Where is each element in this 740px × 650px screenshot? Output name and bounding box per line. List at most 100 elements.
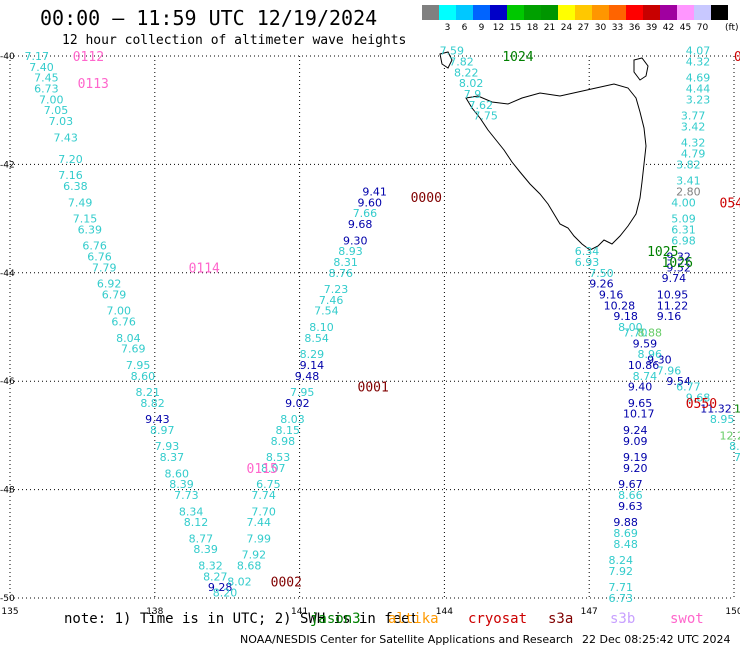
wave-height-value: 7.79	[92, 261, 117, 274]
scale-swatch	[660, 5, 677, 20]
pass-time-label: 0000	[411, 191, 442, 206]
wave-height-value: 4.32	[686, 55, 711, 68]
wave-height-value: 7.92	[242, 549, 267, 562]
scale-label: 9	[478, 23, 485, 33]
wave-height-value: 8.97	[150, 424, 175, 437]
wave-height-value: 7.62	[469, 99, 494, 112]
wave-height-value: 9.63	[618, 500, 643, 513]
wave-height-value: 10.28	[604, 299, 636, 312]
wave-height-value: 7.96	[657, 364, 682, 377]
lon-tick-label: 141	[291, 607, 308, 617]
wave-height-value: 8.95	[710, 413, 735, 426]
wave-height-value: 8.60	[729, 440, 740, 453]
footer-credit: NOAA/NESDIS Center for Satellite Applica…	[240, 633, 574, 646]
altimeter-track-values: 7.177.407.456.737.007.057.037.437.207.16…	[24, 45, 740, 605]
wave-height-value: 8.27	[203, 570, 228, 583]
mission-label-cryosat: cryosat	[468, 611, 528, 627]
wave-height-value: 5.09	[671, 213, 696, 226]
scale-swatch	[456, 5, 473, 20]
scale-label: 6	[461, 23, 468, 33]
page-title: 00:00 — 11:59 UTC 12/19/2024	[40, 6, 378, 30]
wave-height-value: 8.39	[193, 543, 218, 556]
wave-height-value: 12.29	[720, 429, 740, 442]
wave-height-value: 7.17	[24, 50, 49, 63]
wave-height-value: 8.39	[169, 478, 194, 491]
pass-time-label: 0113	[78, 77, 109, 92]
wave-height-value: 7.43	[53, 131, 78, 144]
wave-height-value: 11.32	[700, 402, 732, 415]
pass-time-label: 0002	[271, 576, 302, 591]
scale-label: 30	[594, 23, 607, 33]
wave-height-value: 9.09	[623, 435, 648, 448]
wave-height-value: 8.60	[131, 370, 156, 383]
wave-height-value: 6.93	[575, 256, 600, 269]
wave-height-value: 7.15	[73, 213, 98, 226]
wave-height-value: 2.80	[676, 186, 701, 199]
wave-height-value: 6.75	[256, 478, 281, 491]
wave-height-value: 9.68	[686, 391, 711, 404]
wave-height-value: 7.66	[353, 207, 378, 220]
pass-time-label: 0550	[686, 397, 717, 412]
wave-height-value: 7.99	[247, 532, 271, 545]
axis-tick-labels: 135 138 141 144 147 150 -40 -42 -44 -46 -48 -50	[0, 52, 740, 617]
wave-height-value: 7.73	[174, 489, 199, 502]
wave-height-value: 7.82	[449, 55, 474, 68]
wave-height-value: 8.04	[116, 332, 141, 345]
wave-height-value: 7.23	[324, 283, 349, 296]
wave-height-value: 4.69	[686, 72, 711, 85]
mission-label-altika: altika	[388, 611, 439, 627]
wave-height-value: 8.76	[329, 267, 354, 280]
mission-label-swot: swot	[670, 611, 704, 627]
pass-time-label: 0112	[73, 50, 104, 65]
pass-time-label: 0115	[247, 462, 278, 477]
mission-label-jason3: jason3	[310, 611, 361, 627]
wave-height-value: 10	[734, 402, 740, 415]
wave-height-value: 6.98	[671, 234, 696, 247]
scale-swatch	[524, 5, 541, 20]
wave-height-value: 9.68	[348, 218, 373, 231]
wave-height-value: 7.70	[251, 505, 275, 518]
wave-height-value: 8.24	[609, 554, 634, 567]
wave-height-value: 9.14	[300, 359, 325, 372]
scale-label: 21	[543, 23, 556, 33]
pass-time-label: 0548	[734, 50, 740, 65]
pass-time-label: 0549	[720, 196, 740, 211]
wave-height-value: 4.07	[686, 45, 711, 58]
wave-height-value: 7.92	[609, 565, 634, 578]
wave-height-value: 4.32	[681, 137, 706, 150]
wave-height-value: 6.38	[63, 180, 88, 193]
wave-height-value: 9.52	[666, 261, 691, 274]
scale-label: 36	[628, 23, 641, 33]
wave-height-value: 9.32	[666, 251, 691, 264]
scale-swatch	[694, 5, 711, 20]
wave-height-value: 9.16	[657, 310, 682, 323]
wave-height-value: 11.22	[657, 299, 689, 312]
wave-height-value: 7.9	[464, 88, 482, 101]
wave-height-value: 8.02	[459, 77, 484, 90]
wave-height-value: 9.20	[623, 462, 648, 475]
wave-height-value: 8.98	[271, 435, 296, 448]
wave-height-value: 8.00	[618, 321, 643, 334]
wave-height-value: 6.39	[78, 223, 103, 236]
lon-tick-label: 147	[581, 607, 598, 617]
wave-height-value: 8.69	[613, 527, 638, 540]
wave-height-value: 4.44	[686, 83, 711, 96]
wave-height-value: 8.82	[140, 397, 165, 410]
wave-height-value: 8.03	[280, 413, 305, 426]
wave-height-value: 6.77	[676, 381, 701, 394]
wave-height-value: 8.93	[338, 245, 363, 258]
wave-height-value: 9.24	[623, 424, 648, 437]
wave-height-value: 6.73	[609, 592, 634, 605]
footer-note: note: 1) Time is in UTC; 2) SWH is in fe…	[64, 611, 419, 627]
lon-tick-label: 144	[436, 607, 453, 617]
wave-height-value: 6.31	[671, 223, 696, 236]
wave-height-value: 3.77	[681, 110, 706, 123]
wave-height-value: 6.76	[87, 251, 112, 264]
lon-tick-label: 138	[146, 607, 163, 617]
wave-height-value: 7.75	[473, 110, 498, 123]
wave-height-value: 7.16	[58, 169, 82, 182]
scale-label: 3	[444, 23, 451, 33]
scale-swatch	[643, 5, 660, 20]
lat-tick-label: -46	[0, 377, 15, 387]
lon-tick-label: 135	[1, 607, 18, 617]
